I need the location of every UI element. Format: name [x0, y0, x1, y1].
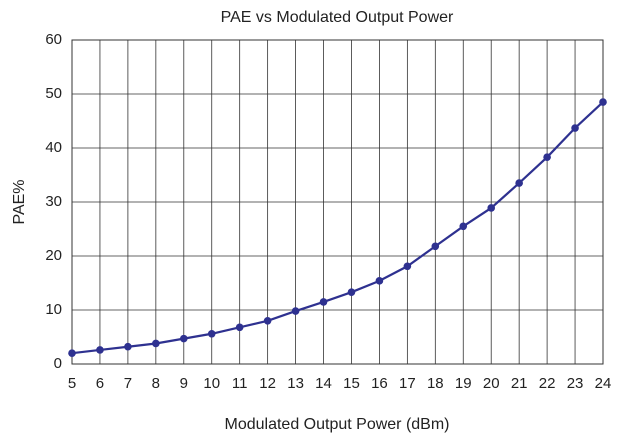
point: [403, 262, 412, 271]
point: [487, 204, 496, 212]
x-tick-label: 12: [259, 375, 276, 392]
point: [291, 307, 300, 315]
y-tick-label: 40: [45, 139, 62, 156]
y-tick-label: 10: [45, 301, 62, 318]
x-tick-label: 19: [455, 375, 472, 392]
point: [319, 298, 328, 306]
x-tick-label: 24: [595, 375, 612, 392]
x-tick-label: 5: [68, 375, 76, 392]
point: [347, 288, 356, 296]
x-tick-label: 10: [203, 375, 220, 392]
point: [375, 277, 384, 285]
chart-title: PAE vs Modulated Output Power: [221, 9, 454, 26]
point: [124, 342, 132, 351]
point: [431, 242, 440, 251]
x-tick-label: 15: [343, 375, 360, 392]
x-tick-label: 13: [287, 375, 304, 392]
x-tick-label: 16: [371, 375, 388, 392]
x-axis-label: Modulated Output Power (dBm): [225, 416, 450, 433]
point: [96, 346, 104, 354]
line: [71, 101, 604, 355]
y-tick-label: 50: [45, 85, 62, 102]
x-tick-label: 7: [124, 375, 132, 392]
x-tick-label: 23: [567, 375, 584, 392]
x-tick-label: 20: [483, 375, 500, 392]
x-tick-label: 21: [511, 375, 528, 392]
x-tick-label: 9: [180, 375, 188, 392]
point: [571, 124, 579, 132]
point: [207, 329, 216, 338]
x-tick-label: 22: [539, 375, 556, 392]
x-tick-label: 18: [427, 375, 444, 392]
y-axis-label: PAE%: [11, 179, 28, 224]
x-tick-label: 8: [152, 375, 160, 392]
y-tick-label: 20: [45, 247, 62, 264]
point: [515, 179, 523, 187]
y-tick-label: 0: [54, 355, 62, 372]
y-tick-label: 60: [45, 31, 62, 48]
plot-frame: [71, 39, 604, 365]
point: [152, 339, 160, 348]
point: [459, 222, 468, 231]
point: [179, 334, 188, 343]
point: [543, 153, 551, 161]
x-tick-label: 11: [232, 375, 248, 392]
point: [68, 349, 76, 358]
point: [235, 323, 244, 332]
x-tick-label: 14: [315, 375, 332, 392]
x-tick-label: 17: [399, 375, 416, 392]
y-tick-label: 30: [45, 193, 62, 210]
point: [599, 98, 607, 106]
x-tick-label: 6: [96, 375, 104, 392]
point: [263, 317, 272, 325]
